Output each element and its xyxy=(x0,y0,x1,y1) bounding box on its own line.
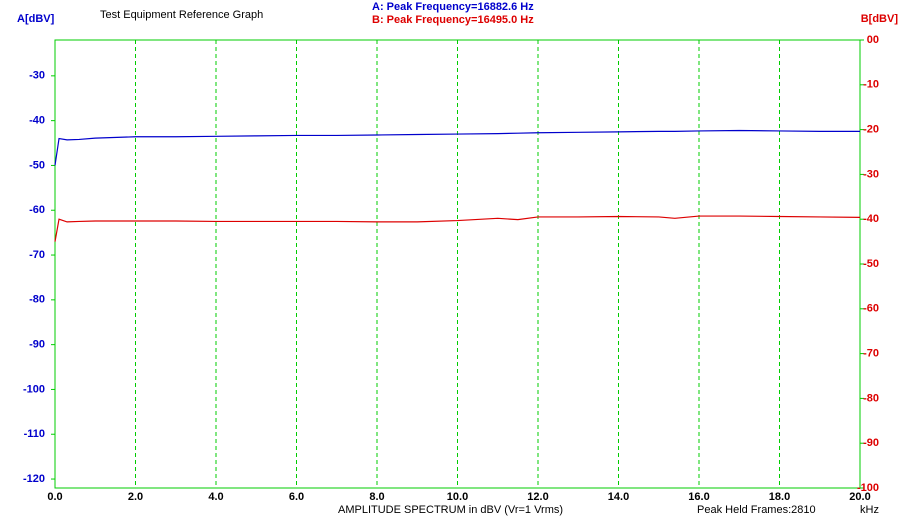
x-tick-label: 4.0 xyxy=(208,491,223,503)
y-axis-label: A[dBV] xyxy=(17,13,55,25)
x-tick-label: 10.0 xyxy=(447,491,468,503)
y-tick-label: -30 xyxy=(29,70,45,82)
y-tick-label: -50 xyxy=(29,159,45,171)
y2-tick-label: -80 xyxy=(863,392,879,404)
data-line xyxy=(54,215,861,242)
x-tick-label: 2.0 xyxy=(128,491,143,503)
y2-tick-label: -40 xyxy=(863,213,879,225)
y-tick-label: -120 xyxy=(23,473,45,485)
y-tick-label: -110 xyxy=(24,428,45,440)
x-unit: kHz xyxy=(860,504,879,516)
y2-tick-label: -10 xyxy=(863,79,879,91)
y-tick-label: -100 xyxy=(23,383,45,395)
annotation: Peak Held Frames:2810 xyxy=(697,504,816,516)
y2-tick-label: -30 xyxy=(863,168,879,180)
data-line xyxy=(54,129,860,166)
y2-tick-label: -100 xyxy=(857,482,879,494)
y2-tick-label: -20 xyxy=(863,124,879,136)
y2-tick-label: -70 xyxy=(863,348,879,360)
x-tick-label: 20.0 xyxy=(849,491,870,503)
chart-title: Test Equipment Reference Graph xyxy=(100,9,263,21)
y-tick-label: -40 xyxy=(29,115,45,127)
x-tick-label: 14.0 xyxy=(608,491,629,503)
x-tick-label: 6.0 xyxy=(289,491,304,503)
x-tick-label: 16.0 xyxy=(688,491,709,503)
y2-tick-label: -60 xyxy=(863,303,879,315)
x-tick-label: 18.0 xyxy=(769,491,790,503)
x-tick-label: 8.0 xyxy=(369,491,384,503)
y2-tick-label: -90 xyxy=(863,437,879,449)
y2-tick-label: -50 xyxy=(863,258,879,270)
x-axis-label: AMPLITUDE SPECTRUM in dBV (Vr=1 Vrms) xyxy=(338,504,563,516)
y-tick-label: -80 xyxy=(29,294,45,306)
x-tick-label: 0.0 xyxy=(47,491,62,503)
annotation: A: Peak Frequency=16882.6 Hz xyxy=(372,1,534,13)
y2-tick-label: 00 xyxy=(867,34,879,46)
y-tick-label: -90 xyxy=(29,339,45,351)
y-tick-label: -60 xyxy=(29,204,45,216)
annotation: B: Peak Frequency=16495.0 Hz xyxy=(372,14,534,26)
y-tick-label: -70 xyxy=(29,249,45,261)
x-tick-label: 12.0 xyxy=(527,491,548,503)
y2-axis-label: B[dBV] xyxy=(861,13,899,25)
